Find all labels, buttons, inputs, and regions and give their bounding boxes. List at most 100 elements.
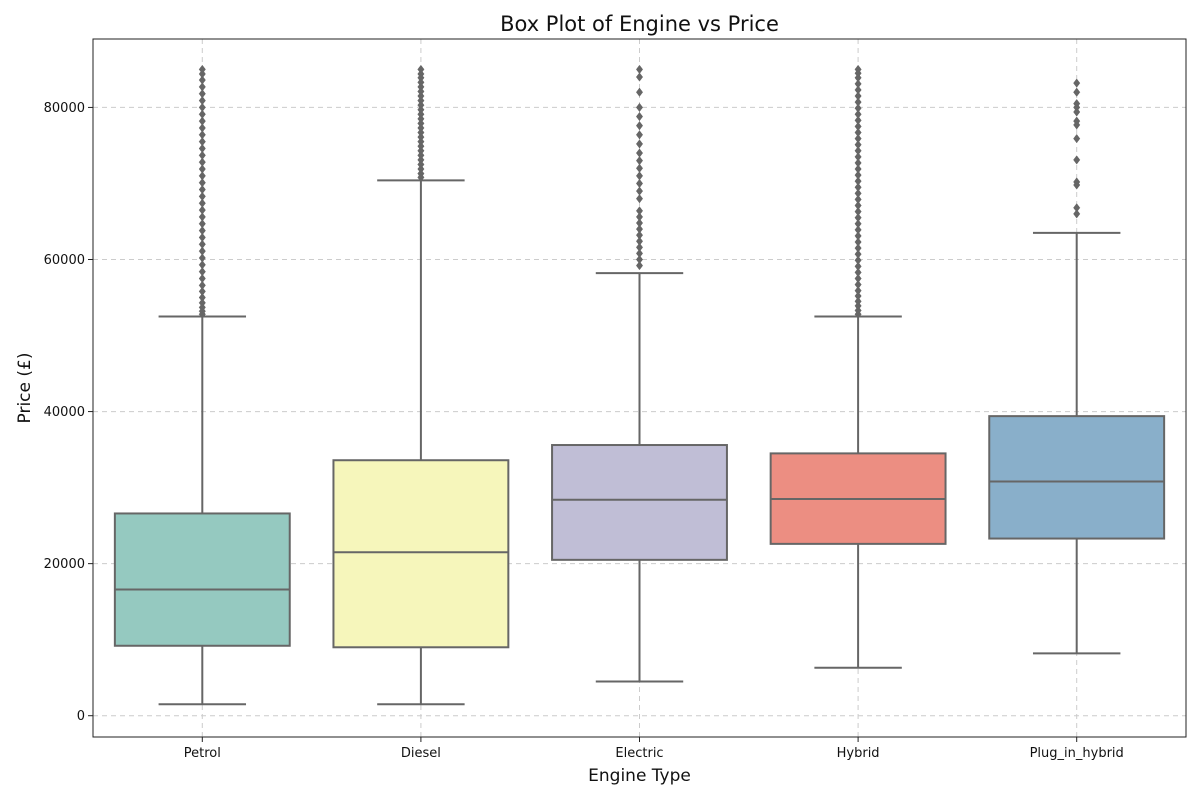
outlier-point bbox=[854, 140, 862, 150]
outlier-point bbox=[635, 171, 644, 181]
outlier-point bbox=[1073, 133, 1081, 144]
outlier-point bbox=[854, 273, 862, 284]
box-group-diesel bbox=[332, 64, 510, 706]
outlier-point bbox=[198, 157, 206, 167]
outlier-point bbox=[635, 156, 644, 166]
outlier-point bbox=[198, 130, 206, 140]
outlier-point bbox=[198, 212, 206, 222]
outlier-point bbox=[198, 298, 206, 308]
outlier-point bbox=[854, 249, 862, 259]
outlier-point bbox=[198, 64, 206, 75]
x-tick-label-petrol: Petrol bbox=[184, 746, 221, 761]
outlier-point bbox=[198, 137, 206, 147]
outlier-point bbox=[854, 152, 862, 162]
outlier-point bbox=[854, 194, 862, 205]
outlier-point bbox=[854, 109, 862, 119]
outlier-point bbox=[854, 158, 862, 168]
outlier-point bbox=[854, 261, 862, 271]
outlier-point bbox=[854, 213, 862, 223]
x-tick-label-hybrid: Hybrid bbox=[837, 746, 880, 761]
box-group-hybrid bbox=[769, 64, 947, 669]
outlier-point bbox=[635, 130, 644, 140]
outlier-point bbox=[198, 205, 206, 215]
outlier-point bbox=[1073, 78, 1081, 88]
box-diesel bbox=[332, 459, 510, 649]
outlier-point bbox=[854, 206, 862, 217]
outlier-point bbox=[635, 206, 644, 216]
outlier-point bbox=[1073, 209, 1081, 219]
outlier-point bbox=[635, 212, 644, 222]
y-axis-label: Price (£) bbox=[15, 353, 35, 424]
outlier-point bbox=[198, 143, 206, 154]
outlier-point bbox=[198, 178, 206, 188]
outlier-point bbox=[854, 146, 862, 156]
outlier-point bbox=[198, 95, 206, 106]
outlier-point bbox=[198, 280, 206, 290]
outlier-point bbox=[1073, 87, 1081, 97]
tick-layer: 0 20000 40000 60000 80000 Petrol Diesel Electri… bbox=[44, 101, 1124, 761]
y-tick-label: 80000 bbox=[44, 101, 85, 116]
outlier-point bbox=[635, 242, 644, 252]
outlier-point bbox=[635, 102, 644, 113]
outlier-point bbox=[198, 75, 206, 85]
x-axis-label: Engine Type bbox=[588, 766, 691, 786]
outlier-point bbox=[198, 102, 206, 113]
box-group-petrol bbox=[113, 64, 291, 706]
outlier-point bbox=[1073, 177, 1081, 187]
outlier-point bbox=[635, 64, 644, 75]
outlier-point bbox=[198, 164, 206, 174]
outlier-point bbox=[198, 219, 206, 229]
outlier-point bbox=[198, 246, 206, 256]
x-tick-label-diesel: Diesel bbox=[401, 746, 441, 761]
outlier-point bbox=[854, 121, 862, 132]
x-tick-label-plug-in-hybrid: Plug_in_hybrid bbox=[1030, 746, 1124, 761]
outlier-point bbox=[854, 91, 862, 101]
outlier-point bbox=[854, 243, 862, 253]
outlier-point bbox=[854, 219, 862, 229]
outlier-point bbox=[635, 254, 644, 265]
outlier-point bbox=[854, 115, 862, 125]
outlier-point bbox=[635, 178, 644, 189]
outlier-point bbox=[854, 79, 862, 89]
box-petrol bbox=[113, 512, 291, 647]
outlier-point bbox=[198, 116, 206, 126]
outlier-point bbox=[1073, 99, 1081, 109]
outlier-point bbox=[854, 296, 862, 306]
outlier-point bbox=[198, 273, 206, 284]
outlier-point bbox=[635, 194, 644, 204]
x-tick-label-electric: Electric bbox=[615, 746, 663, 761]
y-tick-label: 0 bbox=[77, 709, 85, 724]
outlier-point bbox=[198, 286, 206, 297]
outlier-point bbox=[198, 232, 206, 243]
outlier-point bbox=[198, 225, 206, 236]
outlier-point bbox=[635, 87, 644, 97]
outlier-point bbox=[635, 236, 644, 246]
outlier-point bbox=[635, 111, 644, 122]
outlier-point bbox=[198, 109, 206, 119]
outlier-point bbox=[417, 64, 425, 75]
outlier-point bbox=[854, 97, 862, 107]
outlier-point bbox=[635, 121, 644, 131]
outlier-point bbox=[635, 224, 644, 234]
outlier-point bbox=[635, 260, 644, 271]
outlier-point bbox=[198, 184, 206, 195]
outlier-point bbox=[198, 150, 206, 160]
outlier-point bbox=[854, 64, 862, 75]
outlier-point bbox=[854, 231, 862, 241]
outlier-point bbox=[854, 182, 862, 192]
outlier-point bbox=[854, 200, 862, 211]
outlier-point bbox=[854, 164, 862, 174]
outlier-point bbox=[854, 255, 862, 265]
outlier-point bbox=[635, 248, 644, 259]
outlier-point bbox=[635, 218, 644, 228]
outlier-point bbox=[854, 133, 862, 144]
outlier-point bbox=[854, 291, 862, 301]
box-group-plug-in-hybrid bbox=[988, 78, 1166, 655]
outlier-point bbox=[854, 267, 862, 278]
outlier-point bbox=[198, 82, 206, 92]
outlier-point bbox=[198, 239, 206, 249]
outlier-point bbox=[198, 253, 206, 263]
y-tick-label: 20000 bbox=[44, 557, 85, 572]
